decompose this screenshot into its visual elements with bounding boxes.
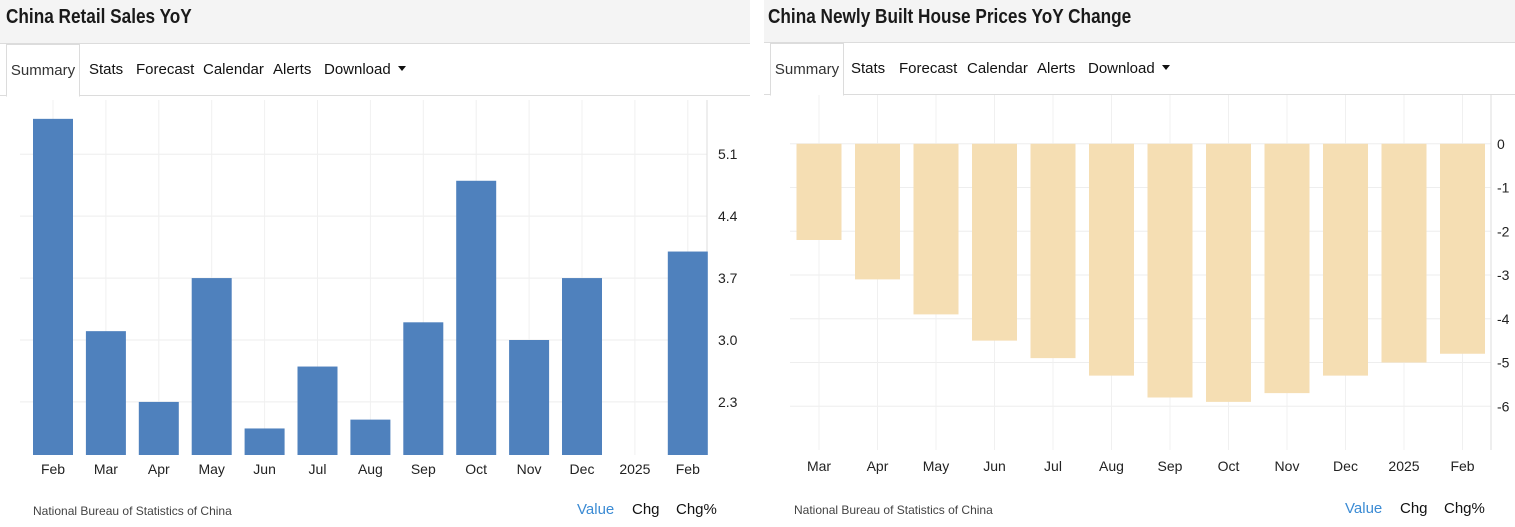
title-bar: China Retail Sales YoY (0, 0, 750, 44)
bar[interactable] (244, 428, 285, 455)
x-tick-label: Mar (807, 458, 831, 474)
tab-alerts[interactable]: Alerts (273, 61, 312, 78)
x-tick-label: Aug (1099, 458, 1124, 474)
house-prices-panel: China Newly Built House Prices YoY Chang… (764, 0, 1515, 527)
tab-calendar[interactable]: Calendar (967, 60, 1028, 77)
tab-bar: Summary Stats Forecast Calendar Alerts D… (0, 44, 750, 97)
y-tick-label: 5.1 (718, 146, 738, 162)
bar[interactable] (913, 143, 959, 315)
x-tick-label: Nov (1275, 458, 1300, 474)
x-tick-label: Mar (94, 461, 118, 477)
retail-sales-chart: 2.3 3.0 3.7 4.4 5.1 Feb Mar Apr May Jun Jul Aug Sep O… (20, 100, 738, 477)
x-tick-label: Sep (1158, 458, 1183, 474)
tab-forecast[interactable]: Forecast (899, 60, 958, 77)
bar[interactable] (1264, 143, 1310, 394)
x-tick-label: Jun (253, 461, 276, 477)
chg-toggle[interactable]: Chg (632, 501, 660, 518)
bar[interactable] (138, 401, 179, 455)
x-tick-label: May (198, 461, 224, 477)
y-tick-label: -2 (1497, 223, 1510, 239)
x-tick-label: 2025 (1388, 458, 1419, 474)
y-tick-label: 3.0 (718, 332, 738, 348)
x-tick-label: May (923, 458, 949, 474)
bar[interactable] (85, 331, 126, 455)
bar[interactable] (1323, 143, 1368, 376)
bar[interactable] (562, 278, 602, 455)
tab-summary[interactable]: Summary (6, 44, 80, 97)
y-tick-label: 0 (1497, 136, 1505, 152)
value-toggle[interactable]: Value (577, 501, 615, 518)
tab-summary[interactable]: Summary (770, 43, 844, 96)
y-tick-label: 4.4 (718, 208, 738, 224)
bar[interactable] (33, 118, 73, 455)
y-tick-label: -3 (1497, 267, 1510, 283)
x-tick-label: Feb (676, 461, 700, 477)
y-tick-label: 2.3 (718, 394, 738, 410)
x-tick-label: Sep (411, 461, 436, 477)
tab-forecast[interactable]: Forecast (136, 61, 195, 78)
x-tick-label: Jul (309, 461, 327, 477)
bar[interactable] (191, 278, 232, 455)
caret-down-icon (1161, 65, 1170, 70)
bar[interactable] (972, 143, 1017, 341)
bar[interactable] (796, 143, 842, 240)
tab-download[interactable]: Download (1088, 43, 1170, 95)
bar[interactable] (509, 340, 550, 455)
tab-stats[interactable]: Stats (89, 61, 124, 78)
tab-alerts[interactable]: Alerts (1037, 60, 1076, 77)
y-tick-label: 3.7 (718, 270, 738, 286)
tab-bar: Summary Stats Forecast Calendar Alerts D… (764, 43, 1515, 96)
source-label: National Bureau of Statistics of China (794, 503, 993, 517)
y-tick-label: -1 (1497, 180, 1510, 196)
bar[interactable] (855, 143, 900, 280)
bar[interactable] (350, 419, 391, 455)
chart-title: China Newly Built House Prices YoY Chang… (768, 6, 1132, 28)
bar[interactable] (1206, 143, 1251, 402)
x-tick-label: 2025 (619, 461, 650, 477)
bar[interactable] (1147, 143, 1193, 398)
tab-download-label: Download (324, 61, 391, 78)
x-tick-label: Jul (1044, 458, 1062, 474)
bar[interactable] (1381, 143, 1427, 363)
value-toggle[interactable]: Value (1345, 500, 1383, 517)
chg-toggle[interactable]: Chg (1400, 500, 1428, 517)
chg-pct-toggle[interactable]: Chg% (676, 501, 717, 518)
bar[interactable] (1089, 143, 1134, 376)
x-tick-label: Nov (517, 461, 542, 477)
chart-title: China Retail Sales YoY (6, 6, 192, 28)
retail-sales-panel: China Retail Sales YoY Summary Stats For… (0, 0, 750, 527)
x-tick-label: Feb (41, 461, 65, 477)
tab-calendar[interactable]: Calendar (203, 61, 264, 78)
chg-pct-toggle[interactable]: Chg% (1444, 500, 1485, 517)
x-tick-label: Oct (1218, 458, 1240, 474)
bar[interactable] (1030, 143, 1076, 359)
caret-down-icon (397, 66, 406, 71)
bar[interactable] (297, 366, 338, 455)
x-tick-label: Apr (148, 461, 170, 477)
x-tick-label: Dec (1333, 458, 1358, 474)
bar[interactable] (1440, 143, 1485, 354)
y-tick-label: -6 (1497, 398, 1510, 414)
bar[interactable] (456, 180, 497, 455)
bar[interactable] (403, 322, 444, 455)
source-label: National Bureau of Statistics of China (33, 504, 232, 518)
tab-download[interactable]: Download (324, 44, 406, 96)
panel-divider (750, 0, 764, 527)
x-tick-label: Dec (570, 461, 595, 477)
house-prices-chart: 0 -1 -2 -3 -4 -5 -6 Mar Apr May Jun Jul Aug Sep Oct Nov… (790, 95, 1510, 474)
y-tick-label: -4 (1497, 311, 1510, 327)
x-tick-label: Oct (465, 461, 487, 477)
title-bar: China Newly Built House Prices YoY Chang… (764, 0, 1515, 43)
x-tick-label: Aug (358, 461, 383, 477)
x-tick-label: Apr (867, 458, 889, 474)
x-tick-label: Feb (1450, 458, 1474, 474)
tab-download-label: Download (1088, 60, 1155, 77)
y-tick-label: -5 (1497, 355, 1510, 371)
x-tick-label: Jun (983, 458, 1006, 474)
bar[interactable] (667, 251, 708, 455)
tab-stats[interactable]: Stats (851, 60, 886, 77)
